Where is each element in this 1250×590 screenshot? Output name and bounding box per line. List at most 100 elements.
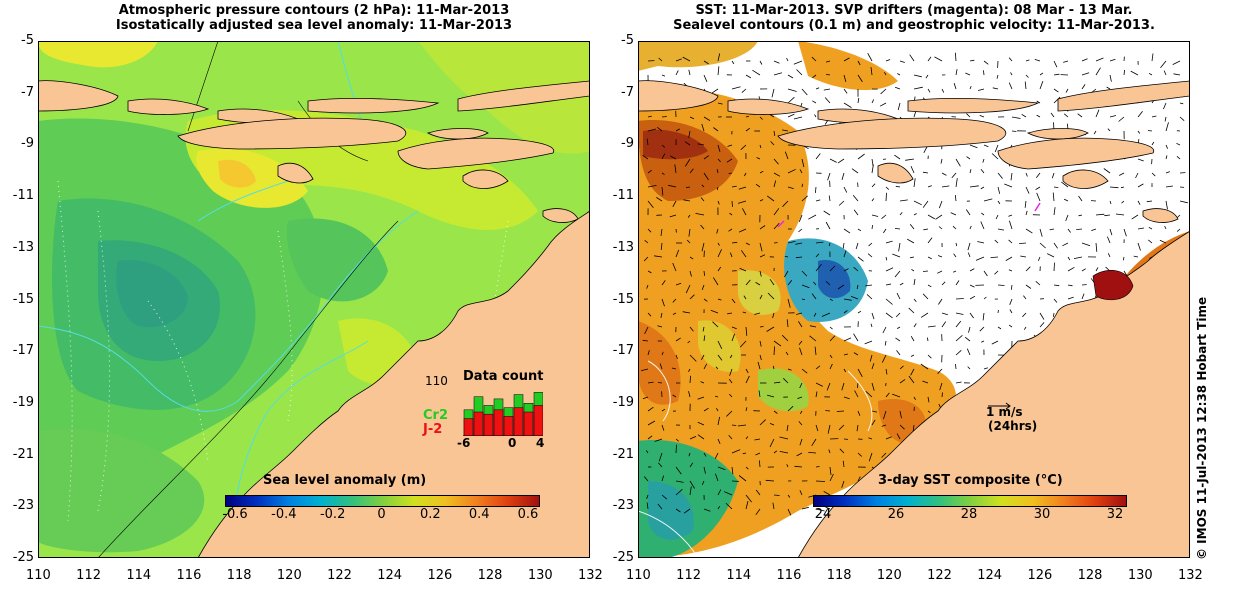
x-tick-label: 120 — [276, 568, 302, 583]
velocity-arrow — [843, 298, 852, 301]
velocity-arrow — [969, 284, 975, 288]
velocity-arrow — [743, 295, 747, 300]
velocity-arrow — [661, 186, 664, 196]
velocity-arrow — [1151, 172, 1156, 177]
velocity-arrow — [717, 340, 723, 349]
velocity-arrow — [731, 86, 741, 90]
velocity-arrow — [773, 410, 778, 414]
velocity-arrow — [829, 335, 836, 342]
x-tick-label: 130 — [1127, 568, 1153, 583]
velocity-arrow — [739, 267, 747, 272]
velocity-arrow — [1062, 242, 1069, 247]
velocity-arrow — [1039, 228, 1043, 237]
y-tick-label: -5 — [21, 33, 34, 48]
velocity-arrow — [1053, 242, 1058, 249]
velocity-arrow — [920, 312, 929, 318]
velocity-arrow — [717, 66, 720, 76]
velocity-arrow — [965, 72, 971, 76]
velocity-arrow — [824, 97, 831, 104]
velocity-arrow — [756, 157, 761, 160]
velocity-arrow — [981, 340, 985, 343]
velocity-arrow — [703, 466, 706, 474]
velocity-arrow — [979, 326, 985, 332]
velocity-arrow — [955, 158, 961, 167]
velocity-arrow — [836, 410, 845, 412]
velocity-arrow — [825, 221, 831, 230]
velocity-arrow — [899, 424, 905, 430]
velocity-arrow — [894, 154, 901, 160]
velocity-arrow — [982, 312, 985, 321]
velocity-arrow — [759, 116, 763, 120]
data-count-bar-j-2 — [493, 409, 504, 436]
velocity-arrow — [927, 88, 931, 93]
velocity-arrow — [1091, 228, 1097, 231]
x-tick-label: 118 — [226, 568, 252, 583]
velocity-arrow — [1165, 185, 1173, 188]
velocity-arrow — [843, 337, 852, 342]
velocity-arrow — [885, 59, 891, 62]
velocity-arrow — [731, 326, 737, 330]
velocity-arrow — [808, 452, 817, 454]
velocity-arrow — [1023, 295, 1027, 300]
velocity-arrow — [697, 396, 705, 400]
velocity-arrow — [1053, 284, 1060, 287]
velocity-arrow — [1035, 186, 1041, 190]
velocity-arrow — [773, 158, 779, 165]
velocity-arrow — [1107, 253, 1111, 258]
velocity-arrow — [675, 508, 681, 513]
velocity-arrow — [657, 503, 663, 510]
velocity-arrow — [841, 172, 845, 181]
sla-map-panel[interactable]: Data count 110 Cr2 J-2 -6 0 4 Sea level … — [38, 41, 590, 558]
velocity-arrow — [851, 168, 859, 174]
velocity-arrow — [882, 326, 887, 334]
velocity-arrow — [682, 56, 691, 62]
velocity-arrow — [982, 158, 985, 163]
velocity-arrow — [675, 444, 677, 454]
sst-map-panel[interactable]: 1 m/s (24hrs) 3-day SST composite (°C) 2… — [638, 41, 1190, 558]
velocity-arrow — [871, 198, 875, 202]
velocity-arrow — [688, 452, 691, 457]
velocity-arrow — [700, 224, 705, 230]
velocity-arrow — [838, 200, 845, 206]
velocity-arrow — [927, 185, 932, 188]
velocity-scale-label: 1 m/s — [986, 405, 1023, 419]
y-tick-label: -11 — [12, 188, 34, 204]
velocity-arrow — [689, 486, 692, 496]
velocity-arrow — [684, 158, 691, 167]
velocity-arrow — [689, 270, 692, 277]
velocity-arrow — [857, 60, 861, 66]
velocity-arrow — [827, 172, 831, 181]
velocity-arrow — [700, 381, 705, 384]
velocity-arrow — [729, 354, 733, 359]
velocity-arrow — [965, 209, 971, 216]
velocity-arrow — [1009, 309, 1013, 314]
velocity-arrow — [814, 346, 817, 356]
velocity-arrow — [745, 375, 750, 384]
colorbar-tick-label: 32 — [1106, 507, 1124, 522]
velocity-arrow — [979, 115, 985, 118]
colorbar-tick-label: 0 — [377, 507, 386, 522]
velocity-arrow — [1025, 172, 1028, 177]
velocity-arrow — [728, 172, 733, 174]
velocity-arrow — [801, 284, 810, 289]
velocity-arrow — [843, 88, 848, 94]
velocity-arrow — [1076, 228, 1083, 230]
velocity-arrow — [953, 253, 957, 258]
velocity-arrow — [797, 396, 803, 399]
velocity-arrow — [685, 284, 691, 294]
velocity-arrow — [857, 153, 865, 160]
sla-map — [38, 41, 590, 558]
velocity-arrow — [697, 434, 705, 440]
velocity-arrow — [717, 416, 720, 426]
velocity-arrow — [658, 57, 663, 62]
velocity-arrow — [1049, 228, 1055, 231]
velocity-arrow — [689, 462, 694, 468]
velocity-arrow — [843, 310, 848, 314]
velocity-arrow — [1019, 242, 1027, 244]
velocity-arrow — [1053, 96, 1061, 104]
velocity-arrow — [1020, 255, 1027, 258]
velocity-arrow — [884, 72, 887, 76]
velocity-arrow — [853, 333, 859, 342]
velocity-arrow — [647, 350, 650, 356]
velocity-arrow — [675, 438, 679, 442]
